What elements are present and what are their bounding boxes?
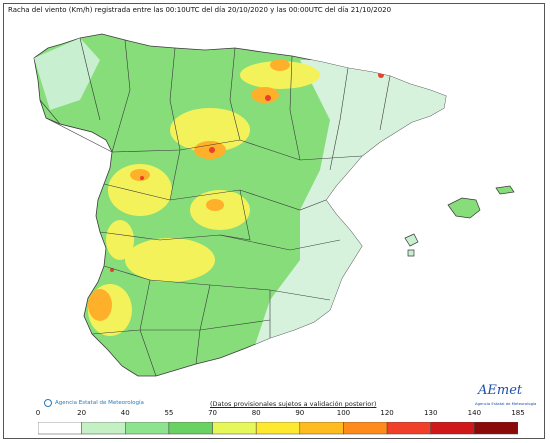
ibiza	[404, 233, 419, 247]
red-spot	[209, 147, 215, 153]
orange-zone	[206, 199, 224, 211]
legend-tick-label: 0	[35, 409, 41, 417]
agency-label: Agencia Estatal de Meteorología	[55, 400, 144, 406]
red-spot	[265, 95, 271, 101]
orange-zone	[251, 87, 279, 103]
province-borders	[45, 37, 391, 377]
orange-zone	[270, 59, 290, 71]
legend-tick-label: 140	[467, 409, 482, 417]
legend-swatch	[299, 422, 344, 435]
legend-swatch	[430, 422, 475, 435]
yellow-zone	[190, 190, 250, 230]
legend-swatch	[343, 422, 388, 435]
northwest-low-zone	[34, 38, 100, 110]
agency-logo-icon	[44, 399, 52, 407]
legend-tick-label: 80	[251, 409, 261, 417]
menorca	[495, 185, 515, 195]
legend-tick-label: 100	[336, 409, 351, 417]
legend-tick-label: 55	[164, 409, 174, 417]
provisional-note: (Datos provisionales sujetos a validació…	[210, 400, 377, 408]
legend-swatch	[474, 422, 518, 435]
legend-swatch	[386, 422, 431, 435]
legend-tick-label: 40	[120, 409, 130, 417]
yellow-zone	[125, 238, 215, 282]
legend-swatch	[168, 422, 213, 435]
legend-tick-label: 185	[511, 409, 525, 417]
legend-swatch	[38, 422, 82, 435]
portugal-border	[39, 99, 93, 133]
yellow-zone	[106, 220, 134, 260]
legend-tick-label: 20	[77, 409, 87, 417]
map-title: Racha del viento (Km/h) registrada entre…	[8, 6, 392, 14]
legend-tick-label: 120	[380, 409, 394, 417]
map-frame	[3, 3, 545, 439]
legend-tick-label: 70	[208, 409, 217, 417]
legend-tick-label: 90	[295, 409, 305, 417]
legend-swatch	[255, 422, 301, 435]
orange-zone	[130, 169, 150, 181]
legend-tick-label: 130	[424, 409, 438, 417]
orange-zone	[88, 289, 112, 321]
formentera	[407, 249, 415, 257]
legend-swatch	[125, 422, 170, 435]
red-spot	[378, 72, 384, 78]
red-spot	[140, 176, 144, 180]
yellow-zone	[170, 108, 250, 152]
legend-swatch	[81, 422, 126, 435]
aemet-logo: AEmet	[478, 383, 523, 398]
aemet-logo-subtitle: Agencia Estatal de Meteorología	[475, 401, 537, 406]
legend-swatch	[212, 422, 257, 435]
yellow-zone	[240, 61, 320, 89]
yellow-zone	[108, 164, 172, 216]
mallorca	[447, 197, 481, 219]
color-legend	[38, 422, 518, 435]
